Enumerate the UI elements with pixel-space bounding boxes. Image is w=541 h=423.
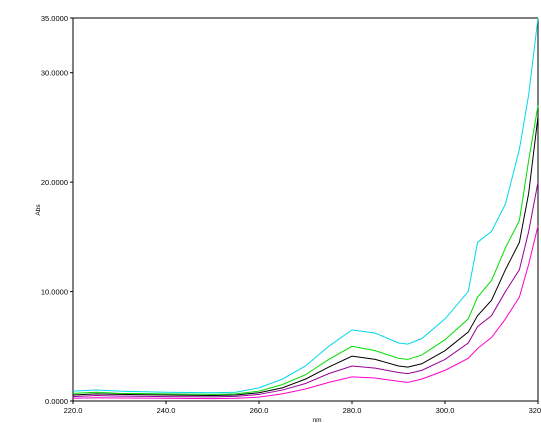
x-tick-label: 280.0	[343, 406, 362, 415]
x-tick-label: 240.0	[157, 406, 176, 415]
y-tick-label: 35.0000	[41, 14, 68, 23]
y-tick-label: 30.0000	[41, 69, 68, 78]
series-line-3	[72, 116, 539, 397]
x-tick-label: 300.0	[436, 406, 455, 415]
x-tick-label: 320.0	[529, 406, 541, 415]
series-line-4	[72, 182, 539, 398]
x-axis-label: nm	[312, 417, 321, 423]
y-tick-label: 0.0000	[45, 397, 68, 406]
y-tick-label: 20.0000	[41, 178, 68, 187]
series-layer	[72, 17, 539, 400]
x-ticks: 220.0 240.0 260.0 280.0 300.0 320.0	[64, 401, 541, 415]
y-axis-label: Abs	[35, 204, 42, 216]
y-tick-label: 10.0000	[41, 288, 68, 297]
x-tick-label: 260.0	[250, 406, 269, 415]
series-line-2	[72, 105, 539, 395]
series-line-5	[72, 225, 539, 400]
y-ticks: 0.0000 10.0000 20.0000 30.0000 35.0000	[41, 14, 73, 406]
series-line-1	[72, 17, 539, 394]
x-tick-label: 220.0	[64, 406, 83, 415]
